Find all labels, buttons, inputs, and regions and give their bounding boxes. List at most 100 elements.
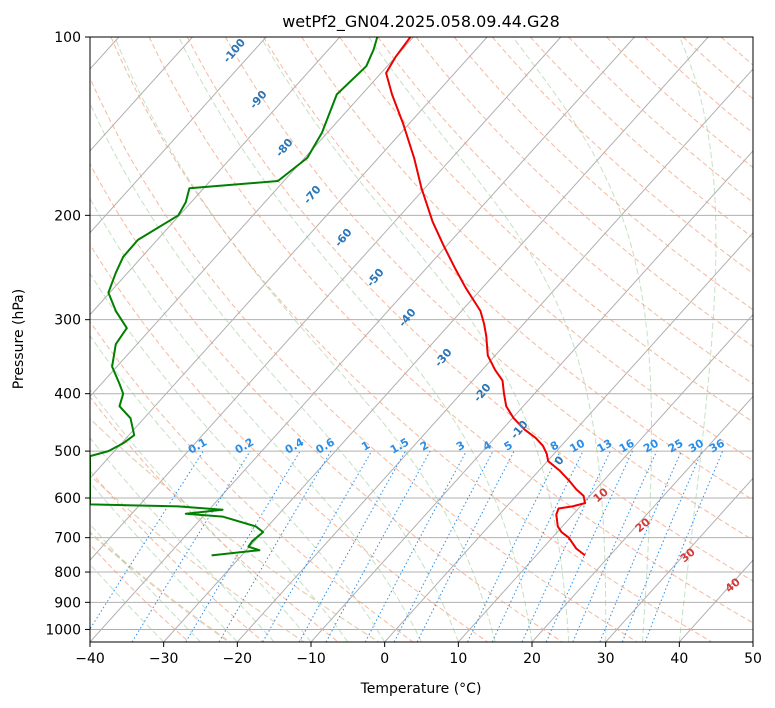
mixing-ratio-label: 36 xyxy=(707,436,727,455)
dry-adiabat-line xyxy=(186,37,753,582)
isotherm-line xyxy=(90,37,562,561)
mixing-ratio-label: 1.5 xyxy=(388,436,411,457)
theta-label: -50 xyxy=(364,266,387,290)
isotherm-line xyxy=(605,477,753,642)
moist-adiabat-line xyxy=(90,197,422,642)
moist-adiabat-line xyxy=(678,37,717,642)
dry-adiabat-label: 10 xyxy=(591,485,611,505)
moist-adiabat-line xyxy=(368,37,607,642)
moist-adiabat-line xyxy=(114,37,496,642)
theta-label: -70 xyxy=(301,183,324,207)
dry-adiabat-line xyxy=(90,243,488,642)
x-tick-label: −30 xyxy=(149,651,179,667)
mixing-ratio-line xyxy=(545,450,633,642)
mixing-ratio-line xyxy=(467,450,561,642)
dry-adiabat-label: 40 xyxy=(723,575,743,595)
moist-adiabat-line xyxy=(90,437,275,642)
dry-adiabat-guide xyxy=(90,417,380,642)
theta-label: -10 xyxy=(508,418,531,442)
x-tick-label: 50 xyxy=(744,651,762,667)
moist-adiabat-line xyxy=(90,388,312,642)
plot-frame xyxy=(89,36,754,643)
x-tick-label: −20 xyxy=(223,651,253,667)
isotherm-line xyxy=(752,641,753,642)
mixing-ratio-line xyxy=(621,450,703,642)
theta-label: -90 xyxy=(247,88,270,112)
isotherm-grid xyxy=(90,37,753,642)
x-tick-label: 40 xyxy=(670,651,688,667)
y-tick-label: 500 xyxy=(54,444,81,460)
isotherm-line xyxy=(236,68,753,642)
red-dashed-lines xyxy=(90,37,775,642)
y-tick-label: 200 xyxy=(54,208,81,224)
mixing-ratio-lines xyxy=(90,450,724,642)
isotherm-line xyxy=(531,395,753,642)
isotherm-line xyxy=(384,231,753,642)
dry-adiabat-guide xyxy=(90,531,230,642)
x-tick-label: −40 xyxy=(75,651,105,667)
x-tick-label: −10 xyxy=(296,651,326,667)
moist-adiabat-line xyxy=(90,334,349,642)
y-tick-label: 1000 xyxy=(45,622,81,638)
dry-adiabat-guide xyxy=(90,474,305,642)
mixing-ratio-label: 13 xyxy=(595,437,615,456)
x-tick-label: 0 xyxy=(380,651,389,667)
dry-adiabat-line xyxy=(644,37,753,134)
y-axis: 100 200 300 400 500 600 700 800 900 1000 xyxy=(45,30,90,638)
dry-adiabat-line xyxy=(453,37,753,311)
mixing-ratio-line xyxy=(325,450,431,642)
pressure-grid xyxy=(90,37,753,630)
dry-adiabat-line xyxy=(90,543,190,642)
dry-adiabat-line xyxy=(759,37,775,642)
theta-label: -20 xyxy=(471,381,494,405)
dry-adiabat-line xyxy=(224,37,753,541)
x-tick-label: 30 xyxy=(597,651,615,667)
dry-adiabat-line xyxy=(415,37,753,348)
x-axis: −40 −30 −20 −10 0 10 20 30 40 50 xyxy=(75,642,762,667)
mixing-ratio-line xyxy=(644,450,724,642)
moist-adiabat-line xyxy=(90,481,238,642)
mixing-ratio-label: 0.2 xyxy=(233,436,256,457)
dry-adiabat-line xyxy=(90,470,264,642)
y-tick-label: 900 xyxy=(54,595,81,611)
theta-label: -40 xyxy=(396,306,419,330)
y-tick-label: 100 xyxy=(54,30,81,46)
moist-adiabats xyxy=(90,37,717,642)
isotherm-line xyxy=(90,37,267,234)
dry-adiabat-line xyxy=(377,37,753,385)
moist-adiabat-line xyxy=(178,37,533,642)
dry-adiabat-line xyxy=(148,37,753,624)
dry-adiabat-line xyxy=(90,320,414,642)
isotherm-line xyxy=(90,37,341,316)
dry-adiabat-line xyxy=(682,37,753,100)
dry-adiabat-line xyxy=(110,37,712,642)
dry-adiabat-line xyxy=(530,37,753,239)
moist-adiabat-line xyxy=(90,272,386,642)
mixing-ratio-label: 25 xyxy=(666,437,686,456)
moist-adiabat-line xyxy=(90,563,165,642)
isotherm-line xyxy=(163,37,709,642)
moist-adiabat-line xyxy=(512,37,653,642)
dry-adiabat-label: 30 xyxy=(678,545,698,565)
theta-label: -60 xyxy=(332,226,355,250)
dry-adiabat-line xyxy=(301,37,753,462)
y-axis-label: Pressure (hPa) xyxy=(11,289,27,389)
mixing-ratio-line xyxy=(131,450,251,642)
isotherm-line xyxy=(90,37,635,642)
dry-adiabat-line xyxy=(90,163,563,642)
isotherm-line xyxy=(457,313,753,642)
dry-adiabat-label: 20 xyxy=(633,515,653,535)
dry-adiabat-line xyxy=(90,76,638,642)
theta-label: -80 xyxy=(273,136,296,160)
y-tick-label: 600 xyxy=(54,491,81,507)
mixing-ratio-label: 0.1 xyxy=(186,436,209,457)
y-tick-label: 700 xyxy=(54,531,81,547)
mixing-ratio-line xyxy=(298,450,406,642)
chart-title: wetPf2_GN04.2025.058.09.44.G28 xyxy=(282,12,560,32)
moist-adiabat-line xyxy=(90,102,459,642)
dry-adiabats xyxy=(90,417,380,642)
dry-adiabat-line xyxy=(568,37,753,203)
mixing-ratio-line xyxy=(599,450,682,642)
dry-adiabat-line xyxy=(491,37,753,275)
